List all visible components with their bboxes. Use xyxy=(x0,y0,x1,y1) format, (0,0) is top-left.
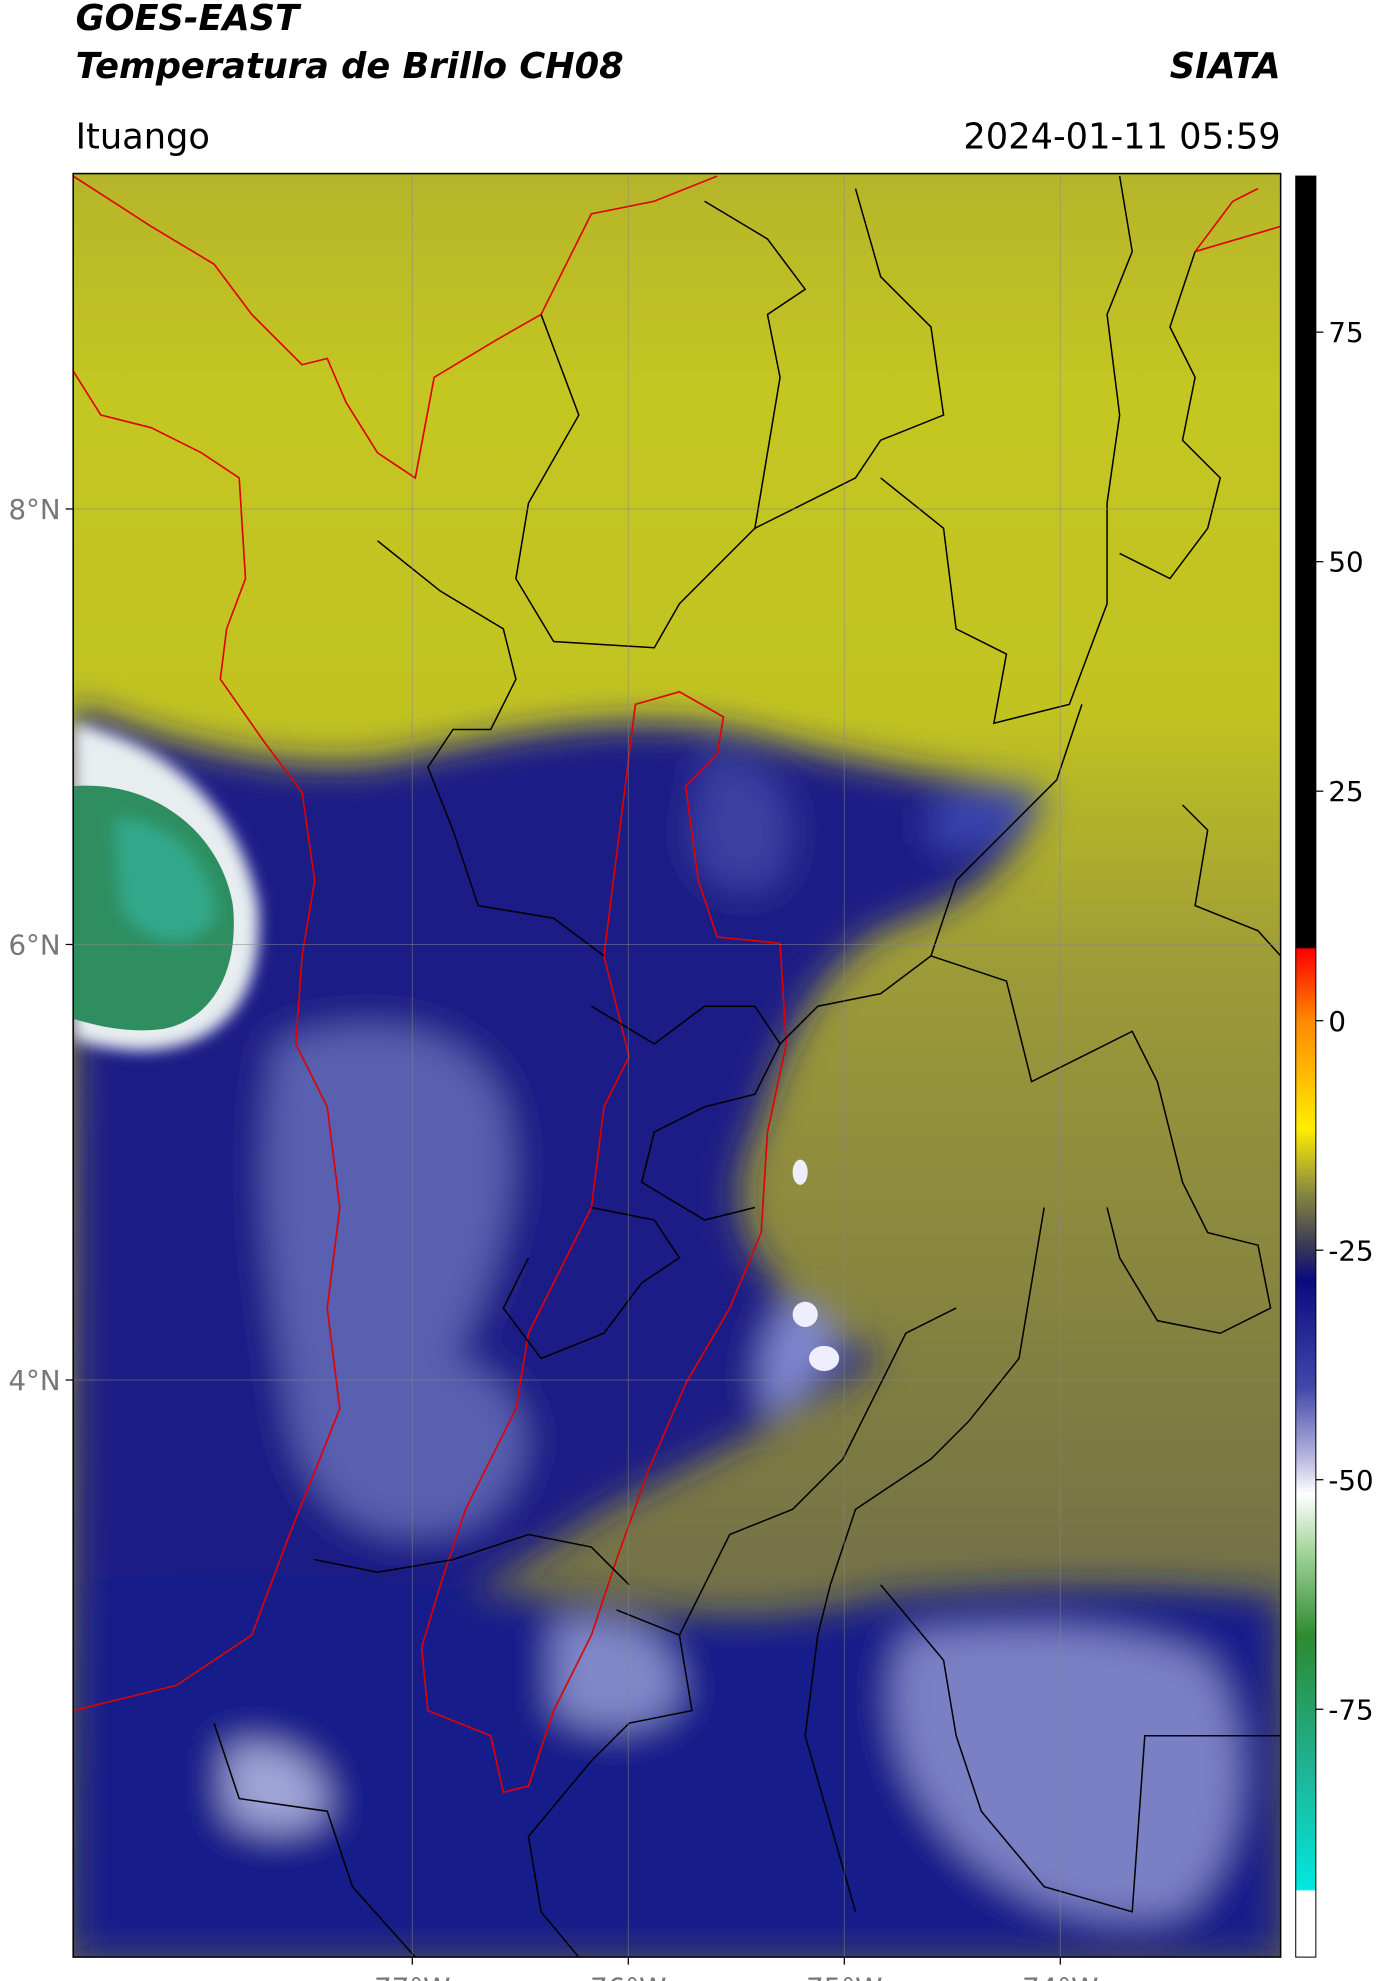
colorbar-tick-label: -25 xyxy=(1328,1234,1373,1267)
map xyxy=(73,173,1281,1958)
colorbar-tick-label: 0 xyxy=(1328,1005,1346,1038)
department-borders xyxy=(213,175,1281,1958)
x-tick-label: 76°W xyxy=(590,1971,666,1981)
colorbar xyxy=(1295,175,1317,1958)
colorbar-tick-label: -75 xyxy=(1328,1693,1373,1726)
subtitle: Temperatura de Brillo CH08 xyxy=(76,46,624,87)
y-tick-label: 6°N xyxy=(8,929,60,962)
coastline xyxy=(73,175,1281,1794)
colorbar-tick-label: -50 xyxy=(1328,1464,1373,1497)
location: Ituango xyxy=(76,116,210,157)
x-tick-label: 74°W xyxy=(1022,1971,1098,1981)
cloud-field xyxy=(73,704,1281,1958)
x-tick-label: 77°W xyxy=(374,1971,450,1981)
datetime: 2024-01-11 05:59 xyxy=(963,116,1280,157)
graticule xyxy=(73,173,1281,1958)
source: SIATA xyxy=(1170,46,1281,87)
colorbar-tick-label: 75 xyxy=(1328,316,1363,349)
y-tick-label: 4°N xyxy=(8,1364,60,1397)
colorbar-tick-label: 25 xyxy=(1328,775,1363,808)
map-frame xyxy=(72,172,1282,1958)
colorbar-tick-label: 50 xyxy=(1328,546,1363,579)
title: GOES-EAST xyxy=(76,0,302,39)
convective-core xyxy=(73,723,840,1371)
x-tick-label: 75°W xyxy=(806,1971,882,1981)
y-tick-label: 8°N xyxy=(8,493,60,526)
